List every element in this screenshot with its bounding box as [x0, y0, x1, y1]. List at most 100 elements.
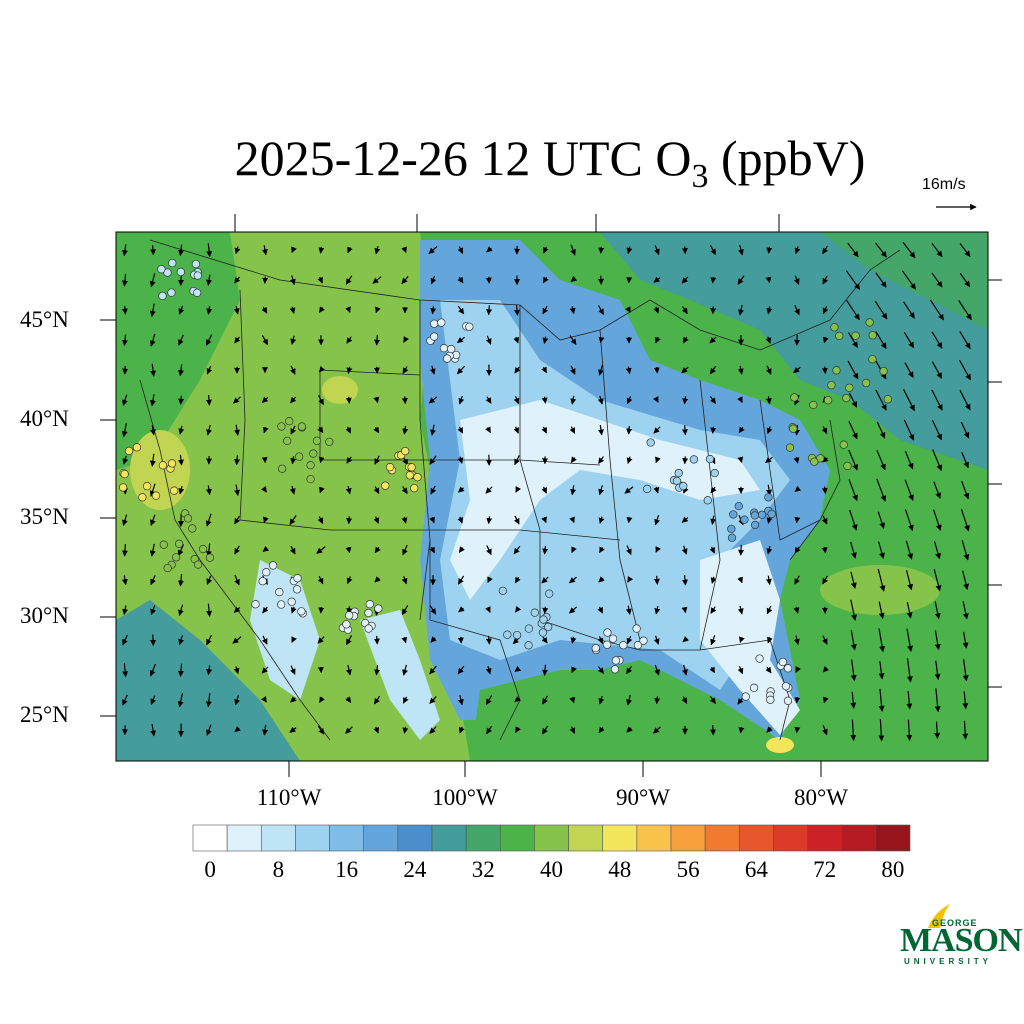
wind-vector	[821, 486, 828, 495]
wind-vector	[626, 246, 633, 254]
wind-vector	[261, 456, 268, 464]
wind-vector	[291, 246, 297, 254]
wind-vector	[121, 423, 128, 438]
wind-vector	[568, 606, 578, 614]
monitoring-station	[764, 493, 773, 502]
wind-vector	[261, 306, 268, 314]
monitoring-station	[530, 608, 539, 617]
monitoring-station	[413, 473, 422, 482]
wind-vector	[541, 426, 548, 434]
wind-vector	[486, 545, 492, 556]
wind-vector	[542, 305, 549, 315]
wind-vector	[655, 336, 661, 344]
monitoring-station	[192, 288, 202, 298]
wind-vector	[598, 546, 605, 554]
wind-vector	[570, 275, 578, 283]
wind-vector	[234, 424, 240, 436]
wind-vector	[458, 395, 465, 405]
wind-vector	[737, 456, 744, 464]
wind-vector	[681, 425, 688, 436]
wind-vector	[177, 573, 184, 587]
wind-vector	[765, 276, 772, 284]
wind-vector	[318, 486, 325, 494]
wind-vector	[485, 396, 492, 404]
wind-vector	[372, 276, 382, 284]
wind-vector	[739, 636, 745, 644]
monitoring-station	[727, 533, 737, 542]
wind-vector	[874, 300, 888, 320]
wind-vector	[571, 546, 577, 554]
wind-vector	[514, 665, 522, 673]
wind-vector	[625, 605, 632, 615]
monitoring-station	[868, 355, 877, 364]
wind-vector	[738, 304, 744, 316]
wind-vector	[653, 366, 660, 374]
wind-vector	[626, 425, 633, 435]
wind-vector	[374, 576, 381, 583]
wind-vector	[457, 695, 464, 706]
wind-vectors	[121, 241, 972, 742]
wind-vector	[319, 696, 325, 703]
wind-vector	[737, 666, 744, 675]
wind-vector	[541, 576, 549, 584]
monitoring-station	[430, 332, 439, 341]
monitoring-station	[132, 443, 142, 452]
wind-vector	[261, 245, 268, 256]
wind-vector	[904, 450, 914, 470]
wind-vector	[682, 336, 689, 344]
monitoring-station	[679, 481, 688, 491]
monitoring-station	[674, 468, 683, 478]
wind-vector	[822, 245, 829, 255]
wind-vector	[850, 599, 857, 621]
wind-vector	[374, 246, 381, 255]
wind-vector	[206, 305, 213, 315]
monitoring-station	[138, 493, 147, 502]
monitoring-station	[120, 469, 129, 479]
wind-vector	[822, 665, 830, 673]
wind-vector	[261, 635, 268, 645]
monitoring-station	[883, 395, 892, 404]
wind-vector	[681, 574, 688, 586]
wind-vector	[428, 396, 438, 404]
map-title: 2025-12-26 12 UTC O3 (ppbV)	[0, 126, 1024, 209]
wind-vector	[374, 334, 381, 346]
wind-vector	[290, 456, 297, 465]
wind-vector	[654, 664, 660, 676]
wind-vector	[401, 605, 409, 616]
wind-vector	[401, 396, 408, 405]
wind-vector	[430, 636, 437, 643]
monitoring-station	[344, 611, 354, 620]
monitoring-station	[646, 438, 655, 447]
wind-vector	[122, 334, 128, 347]
wind-vector	[149, 483, 156, 497]
wind-vector	[317, 426, 324, 434]
wind-vector	[962, 600, 969, 620]
wind-vector	[961, 539, 970, 561]
wind-vector	[317, 725, 325, 735]
wind-vector	[737, 605, 744, 615]
colorbar-swatch	[704, 824, 740, 852]
wind-vector	[569, 306, 576, 315]
wind-vector	[345, 546, 352, 554]
colorbar-swatch	[397, 824, 433, 852]
wind-vector	[625, 306, 631, 313]
wind-vector	[429, 726, 437, 734]
wind-vector	[906, 658, 913, 683]
wind-vector	[121, 575, 128, 586]
monitoring-station	[295, 452, 304, 461]
wind-vector	[598, 726, 605, 734]
logo-flame-icon	[928, 904, 950, 928]
monitoring-station	[169, 486, 179, 495]
wind-vector	[929, 299, 945, 321]
wind-vector	[542, 545, 549, 555]
wind-vector	[541, 486, 547, 494]
wind-vector	[931, 243, 943, 258]
wind-vector	[934, 601, 941, 620]
monitoring-station	[124, 446, 134, 456]
wind-vector	[709, 724, 716, 736]
monitoring-station	[755, 654, 764, 663]
lon-label-80w: 80°W	[794, 785, 848, 810]
wind-vector	[845, 270, 861, 290]
colorbar-swatch	[568, 824, 604, 852]
monitoring-station	[191, 259, 201, 269]
